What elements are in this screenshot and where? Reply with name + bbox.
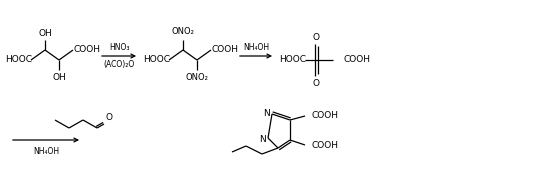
Text: (ACO)₂O: (ACO)₂O	[103, 60, 134, 69]
Text: COOH: COOH	[311, 112, 338, 121]
Text: N: N	[259, 135, 266, 144]
Text: NH₄OH: NH₄OH	[33, 146, 59, 155]
Text: OH: OH	[38, 28, 52, 37]
Text: HOOC: HOOC	[279, 56, 306, 65]
Text: NH₄OH: NH₄OH	[243, 43, 269, 51]
Text: ONO₂: ONO₂	[171, 27, 194, 36]
Text: HNO₃: HNO₃	[109, 43, 129, 51]
Text: COOH: COOH	[74, 45, 101, 54]
Text: O: O	[312, 79, 320, 88]
Text: HOOC: HOOC	[143, 56, 170, 65]
Text: O: O	[312, 33, 320, 42]
Text: N: N	[263, 108, 271, 118]
Text: O: O	[105, 113, 113, 122]
Text: COOH: COOH	[311, 141, 338, 150]
Text: COOH: COOH	[343, 56, 370, 65]
Text: OH: OH	[52, 73, 66, 82]
Text: HOOC: HOOC	[5, 56, 32, 65]
Text: ONO₂: ONO₂	[186, 74, 209, 82]
Text: COOH: COOH	[212, 45, 239, 54]
